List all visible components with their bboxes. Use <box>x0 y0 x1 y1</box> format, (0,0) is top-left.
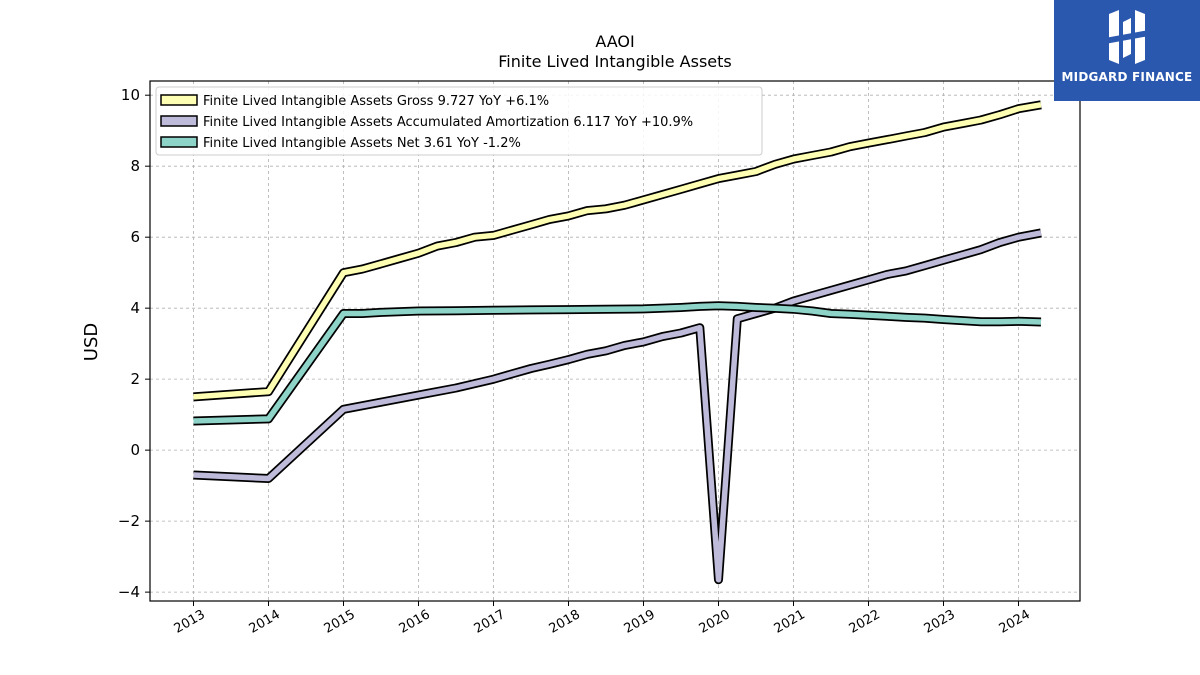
x-tick-label: 2013 <box>172 607 208 637</box>
midgard-logo-icon <box>1105 10 1149 64</box>
x-tick-label: 2021 <box>772 607 808 637</box>
legend-box <box>155 86 763 156</box>
x-tick-label: 2022 <box>847 607 883 637</box>
x-tick-label: 2023 <box>922 607 958 637</box>
legend-label-1: Finite Lived Intangible Assets Accumulat… <box>203 115 693 130</box>
y-axis-label: USD <box>81 323 102 361</box>
chart-subtitle: Finite Lived Intangible Assets <box>498 52 731 71</box>
series-group <box>193 100 1042 585</box>
plot-frame <box>149 80 1081 602</box>
grid <box>150 81 1080 601</box>
y-tick-label: −2 <box>118 512 140 530</box>
brand-name: MIDGARD FINANCE <box>1061 70 1193 84</box>
y-tick-label: 4 <box>130 299 140 317</box>
legend-swatch-1 <box>160 115 198 127</box>
y-tick-label: 0 <box>130 441 140 459</box>
series-line-1 <box>193 230 1042 583</box>
x-tick-label: 2019 <box>622 607 658 637</box>
series-line-0 <box>193 102 1042 400</box>
series-line-outline-1 <box>193 228 1042 585</box>
axes: 2013 2014 2015 2016 2017 2018 2019 2020 2021 2022… <box>118 80 1081 637</box>
x-tick-label: 2024 <box>997 607 1033 637</box>
series-line-2 <box>193 302 1042 424</box>
legend-label-2: Finite Lived Intangible Assets Net 3.61 … <box>203 136 521 151</box>
series-line-outline-2 <box>193 301 1042 426</box>
x-tick-label: 2020 <box>697 607 733 637</box>
y-tick-label: 8 <box>130 157 140 175</box>
legend-label-0: Finite Lived Intangible Assets Gross 9.7… <box>203 94 549 109</box>
legend-swatch-0 <box>160 94 198 106</box>
x-tick-label: 2018 <box>547 607 583 637</box>
legend: Finite Lived Intangible Assets Gross 9.7… <box>155 86 763 156</box>
x-tick-label: 2017 <box>472 607 508 637</box>
x-tick-label: 2015 <box>322 607 358 637</box>
y-tick-label: −4 <box>118 583 140 601</box>
y-tick-label: 2 <box>130 370 140 388</box>
brand-logo: MIDGARD FINANCE <box>1054 0 1200 101</box>
y-tick-label: 6 <box>130 228 140 246</box>
x-tick-label: 2016 <box>397 607 433 637</box>
y-tick-label: 10 <box>121 86 140 104</box>
chart-title: AAOI <box>595 32 634 51</box>
x-tick-label: 2014 <box>247 607 283 637</box>
legend-swatch-2 <box>160 136 198 148</box>
